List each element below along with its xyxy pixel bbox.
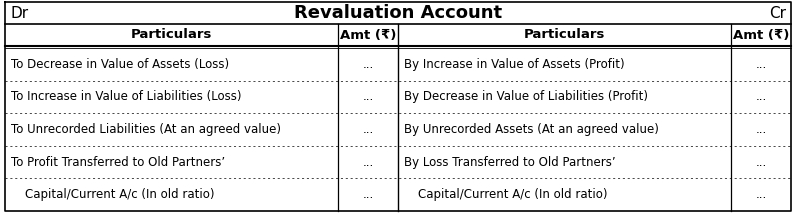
Text: To Unrecorded Liabilities (At an agreed value): To Unrecorded Liabilities (At an agreed … <box>11 123 281 136</box>
Text: To Increase in Value of Liabilities (Loss): To Increase in Value of Liabilities (Los… <box>11 90 241 103</box>
Text: Particulars: Particulars <box>131 29 213 42</box>
Text: ...: ... <box>755 90 767 103</box>
Text: ...: ... <box>362 188 373 201</box>
Text: By Increase in Value of Assets (Profit): By Increase in Value of Assets (Profit) <box>404 58 625 71</box>
Text: Amt (₹): Amt (₹) <box>340 29 396 42</box>
Text: ...: ... <box>362 156 373 169</box>
Text: ...: ... <box>755 58 767 71</box>
Text: By Decrease in Value of Liabilities (Profit): By Decrease in Value of Liabilities (Pro… <box>404 90 648 103</box>
Text: Amt (₹): Amt (₹) <box>733 29 789 42</box>
Text: Capital/Current A/c (In old ratio): Capital/Current A/c (In old ratio) <box>25 188 214 201</box>
Text: ...: ... <box>362 58 373 71</box>
Text: ...: ... <box>755 123 767 136</box>
Text: Particulars: Particulars <box>524 29 605 42</box>
Text: To Profit Transferred to Old Partners’: To Profit Transferred to Old Partners’ <box>11 156 225 169</box>
Text: Dr: Dr <box>10 6 28 20</box>
Text: ...: ... <box>755 156 767 169</box>
Text: By Unrecorded Assets (At an agreed value): By Unrecorded Assets (At an agreed value… <box>404 123 659 136</box>
Text: Revaluation Account: Revaluation Account <box>294 4 502 22</box>
Text: By Loss Transferred to Old Partners’: By Loss Transferred to Old Partners’ <box>404 156 615 169</box>
Text: ...: ... <box>362 123 373 136</box>
Text: Capital/Current A/c (In old ratio): Capital/Current A/c (In old ratio) <box>418 188 607 201</box>
Text: Cr: Cr <box>769 6 786 20</box>
Text: To Decrease in Value of Assets (Loss): To Decrease in Value of Assets (Loss) <box>11 58 229 71</box>
Text: ...: ... <box>755 188 767 201</box>
Text: ...: ... <box>362 90 373 103</box>
